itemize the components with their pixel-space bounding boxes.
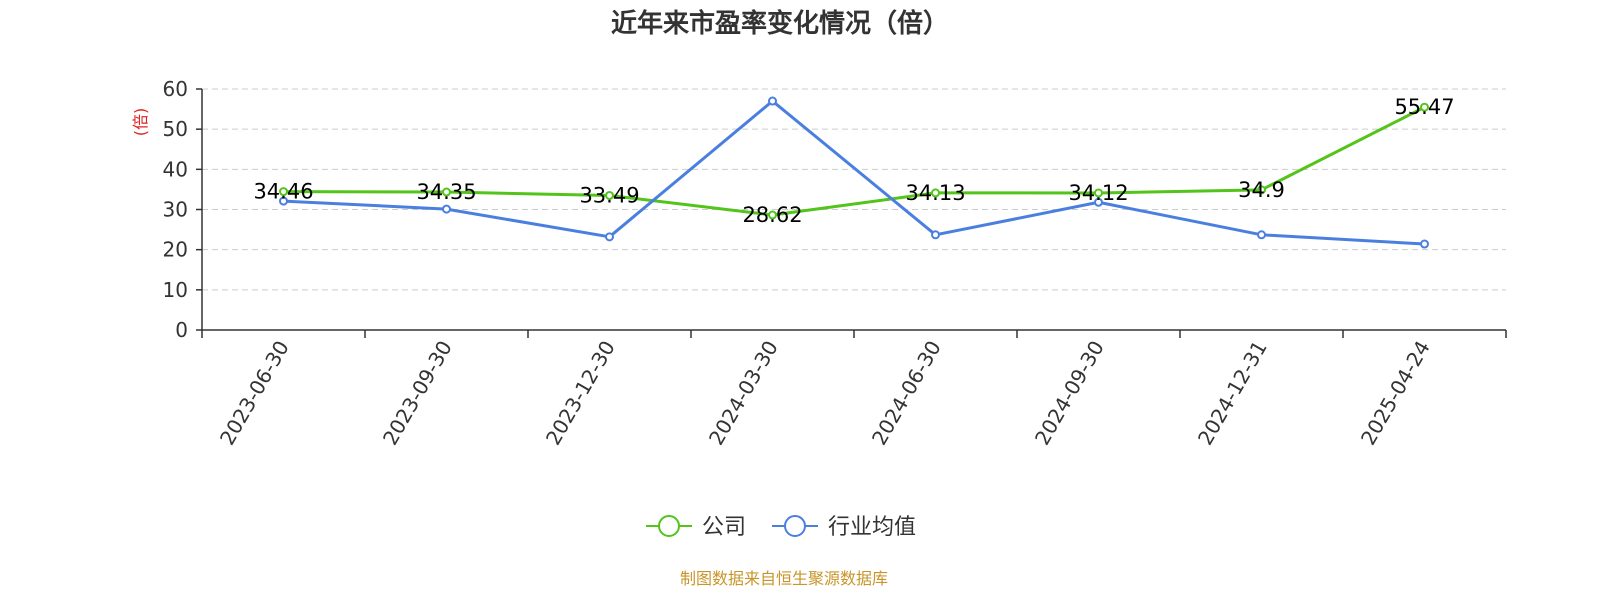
y-tick-label: 10: [163, 278, 188, 302]
data-point: [768, 96, 777, 106]
data-point: [1094, 197, 1103, 207]
legend-item[interactable]: 行业均值: [772, 515, 916, 540]
legend-circle-icon: [658, 515, 680, 537]
y-tick-label: 50: [163, 117, 188, 141]
data-label: 28.62: [742, 203, 802, 227]
data-point: [931, 188, 940, 198]
chart-title: 近年来市盈率变化情况（倍）: [611, 8, 949, 39]
data-point: [605, 190, 614, 200]
data-point: [442, 204, 451, 214]
y-tick-label: 0: [175, 318, 188, 342]
data-label: 33.49: [579, 183, 639, 207]
source-note: 制图数据来自恒生聚源数据库: [680, 569, 888, 588]
data-point: [1420, 239, 1429, 249]
y-tick-label: 30: [163, 198, 188, 222]
data-point: [442, 187, 451, 197]
legend-item[interactable]: 公司: [646, 515, 746, 540]
x-tick-label: 2023-12-30: [541, 337, 620, 450]
data-point: [1420, 102, 1429, 112]
data-label: 34.46: [253, 180, 313, 204]
data-label: 34.12: [1068, 181, 1128, 205]
axes: 0 10 20 30 40 50 60 2023-06-30 2023-09-30 2023-12…: [163, 77, 1507, 450]
data-point: [1094, 188, 1103, 198]
series-lines: [279, 96, 1429, 249]
legend-label: 行业均值: [828, 515, 916, 540]
legend-circle-icon: [784, 515, 806, 537]
gridlines: [202, 88, 1506, 291]
data-label: 55.47: [1394, 95, 1454, 119]
x-tick-label: 2023-06-30: [215, 337, 294, 450]
data-label: 34.13: [905, 181, 965, 205]
data-point: [1257, 230, 1266, 240]
x-tick-label: 2023-09-30: [378, 337, 457, 450]
series-line: [283, 99, 1425, 246]
x-tick-label: 2025-04-24: [1356, 337, 1435, 450]
data-point: [768, 210, 777, 220]
x-tick-label: 2024-03-30: [704, 337, 783, 450]
series-line: [283, 105, 1426, 217]
data-labels: 34.46 34.35 33.49 28.62 34.13 34.12 34.9 55.47: [253, 95, 1454, 227]
legend[interactable]: 公司 行业均值: [646, 515, 916, 540]
data-label: 34.35: [416, 180, 476, 204]
data-point: [605, 232, 614, 242]
data-point: [1257, 185, 1266, 195]
y-tick-label: 60: [163, 77, 188, 101]
data-point: [279, 196, 288, 206]
x-tick-label: 2024-06-30: [867, 337, 946, 450]
y-axis-label: (倍): [131, 108, 150, 137]
y-tick-label: 20: [163, 238, 188, 262]
legend-label: 公司: [702, 515, 746, 540]
data-label: 34.9: [1238, 178, 1285, 202]
x-tick-label: 2024-09-30: [1030, 337, 1109, 450]
data-point: [279, 187, 288, 197]
y-tick-label: 40: [163, 157, 188, 181]
data-point: [931, 230, 940, 240]
x-tick-label: 2024-12-31: [1193, 337, 1272, 450]
